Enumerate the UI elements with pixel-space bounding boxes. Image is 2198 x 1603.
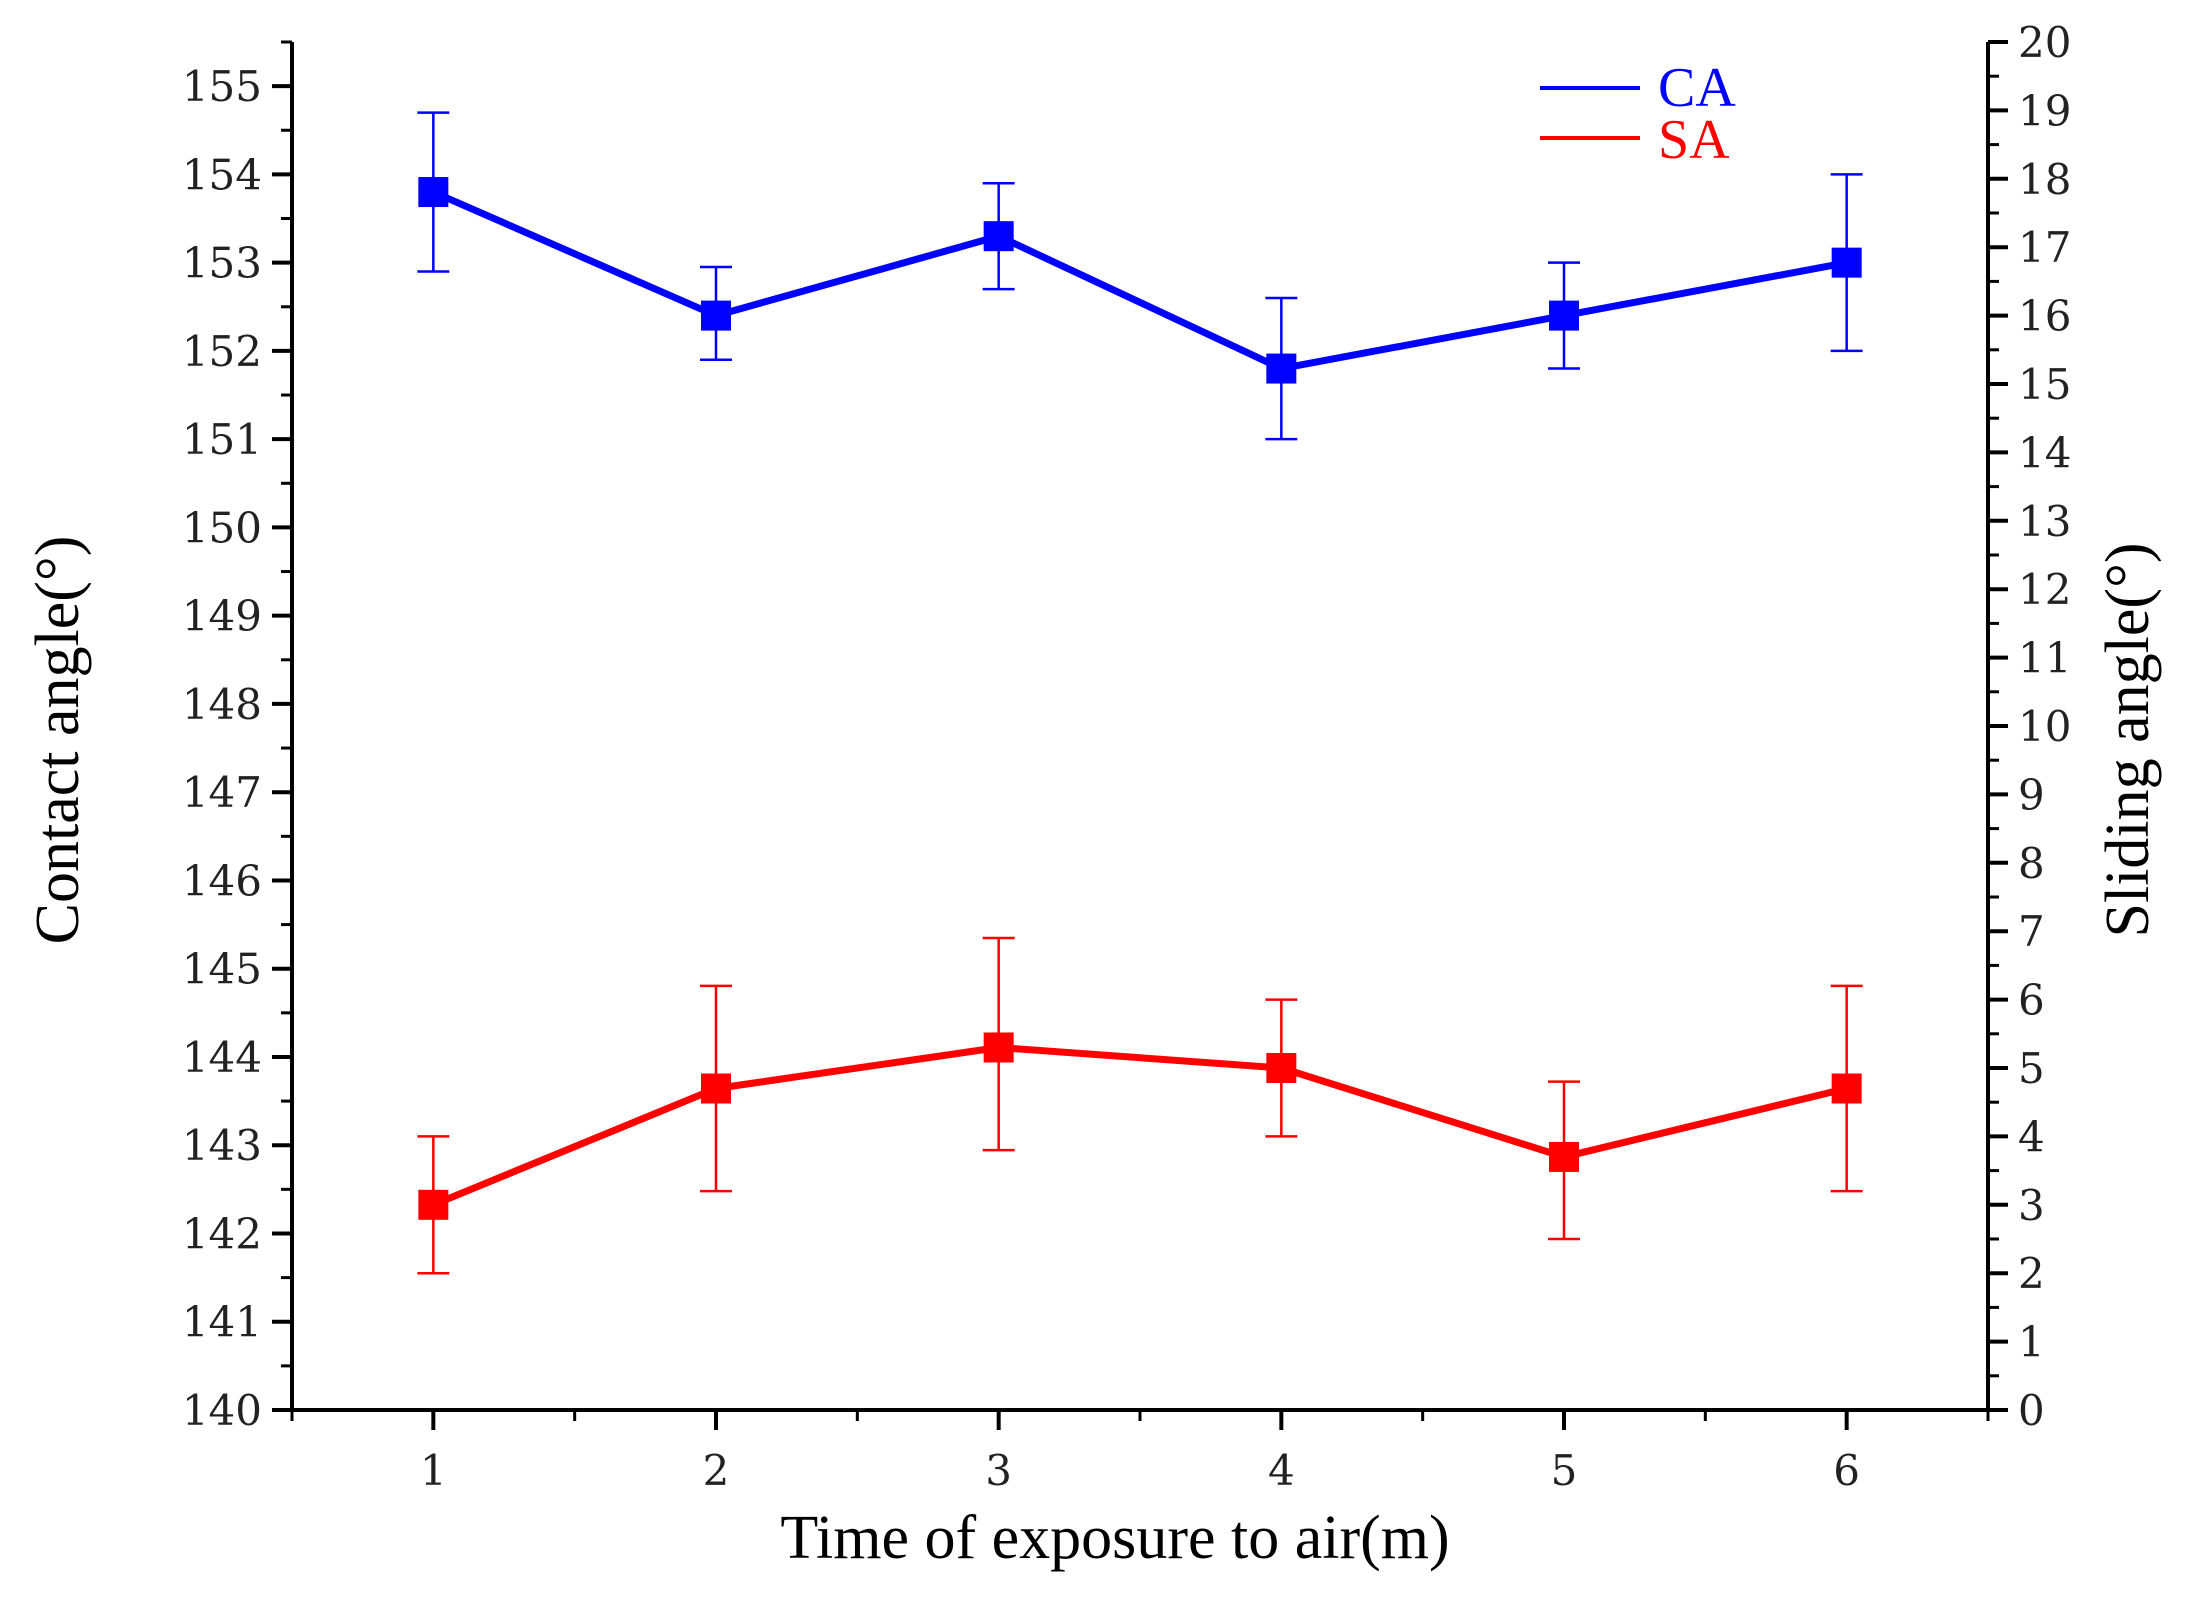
- y-tick-label-left: 153: [182, 239, 262, 288]
- y-tick-label-right: 12: [2018, 565, 2071, 614]
- y-tick-label-right: 6: [2018, 976, 2045, 1025]
- series-ca: [417, 111, 1863, 441]
- y-tick-label-right: 14: [2018, 428, 2071, 477]
- y-tick-label-right: 4: [2018, 1112, 2045, 1161]
- x-tick-label: 1: [420, 1446, 447, 1495]
- data-point-sa: [1831, 1073, 1862, 1104]
- y-tick-label-left: 152: [182, 327, 262, 376]
- x-axis-title: Time of exposure to air(m): [780, 1504, 1449, 1572]
- y-tick-label-right: 13: [2018, 497, 2071, 546]
- data-point-ca: [983, 221, 1014, 252]
- y-tick-label-left: 145: [182, 945, 262, 994]
- y-tick-label-left: 150: [182, 503, 262, 552]
- y-tick-label-right: 18: [2018, 155, 2071, 204]
- y-tick-label-right: 5: [2018, 1044, 2045, 1093]
- data-point-ca: [1549, 300, 1579, 331]
- y-tick-label-right: 16: [2018, 292, 2071, 341]
- y-tick-label-right: 10: [2018, 702, 2071, 751]
- y-tick-label-right: 20: [2018, 18, 2071, 67]
- y-tick-label-right: 8: [2018, 839, 2045, 888]
- x-tick-label: 2: [703, 1446, 730, 1495]
- y-tick-label-left: 149: [182, 592, 262, 641]
- y-tick-label-left: 144: [182, 1033, 262, 1082]
- y-tick-label-right: 11: [2018, 634, 2071, 683]
- series-layer: [417, 111, 1863, 1275]
- data-point-ca: [1831, 247, 1862, 278]
- y-tick-label-right: 17: [2018, 223, 2071, 272]
- data-point-sa: [418, 1189, 449, 1220]
- data-point-ca: [1266, 353, 1297, 384]
- y-tick-label-left: 141: [182, 1298, 262, 1347]
- y-tick-label-left: 143: [182, 1121, 262, 1170]
- y-tick-label-right: 15: [2018, 360, 2071, 409]
- x-tick-label: 6: [1833, 1446, 1860, 1495]
- y-tick-label-right: 0: [2018, 1386, 2045, 1435]
- x-tick-label: 4: [1268, 1446, 1295, 1495]
- y-tick-label-left: 151: [182, 415, 262, 464]
- data-point-ca: [701, 300, 731, 331]
- series-sa: [417, 936, 1863, 1275]
- data-point-sa: [983, 1032, 1014, 1063]
- y-tick-label-right: 2: [2018, 1249, 2045, 1298]
- legend-label-ca: CA: [1658, 57, 1736, 119]
- x-tick-label: 5: [1551, 1446, 1578, 1495]
- y-tick-label-right: 1: [2018, 1318, 2045, 1367]
- y-tick-label-left: 147: [182, 768, 262, 817]
- series-line-sa: [432, 1043, 1848, 1209]
- y-tick-label-right: 19: [2018, 86, 2071, 135]
- y-tick-label-left: 155: [182, 62, 262, 111]
- data-point-sa: [1549, 1141, 1579, 1172]
- x-tick-label: 3: [985, 1446, 1012, 1495]
- y-tick-label-right: 3: [2018, 1181, 2045, 1230]
- data-point-sa: [701, 1073, 731, 1104]
- y-tick-label-right: 7: [2018, 907, 2045, 956]
- y-tick-label-left: 154: [182, 150, 262, 199]
- y-tick-label-right: 9: [2018, 770, 2045, 819]
- axes: [290, 42, 1990, 1412]
- y-tick-label-left: 148: [182, 680, 262, 729]
- legend-label-sa: SA: [1658, 109, 1730, 171]
- ticks: 1401411421431441451461471481491501511521…: [182, 18, 2072, 1495]
- data-point-sa: [1266, 1053, 1297, 1083]
- y-tick-label-left: 140: [182, 1386, 262, 1435]
- y-tick-label-left: 142: [182, 1209, 262, 1258]
- y-tick-label-left: 146: [182, 856, 262, 905]
- series-line-ca: [431, 188, 1848, 373]
- y-axis-title-left: Contact angle(°): [24, 536, 92, 945]
- legend: CA SA: [1540, 57, 1736, 171]
- y-axis-title-right: Sliding angle(°): [2094, 542, 2162, 937]
- data-point-ca: [418, 177, 449, 208]
